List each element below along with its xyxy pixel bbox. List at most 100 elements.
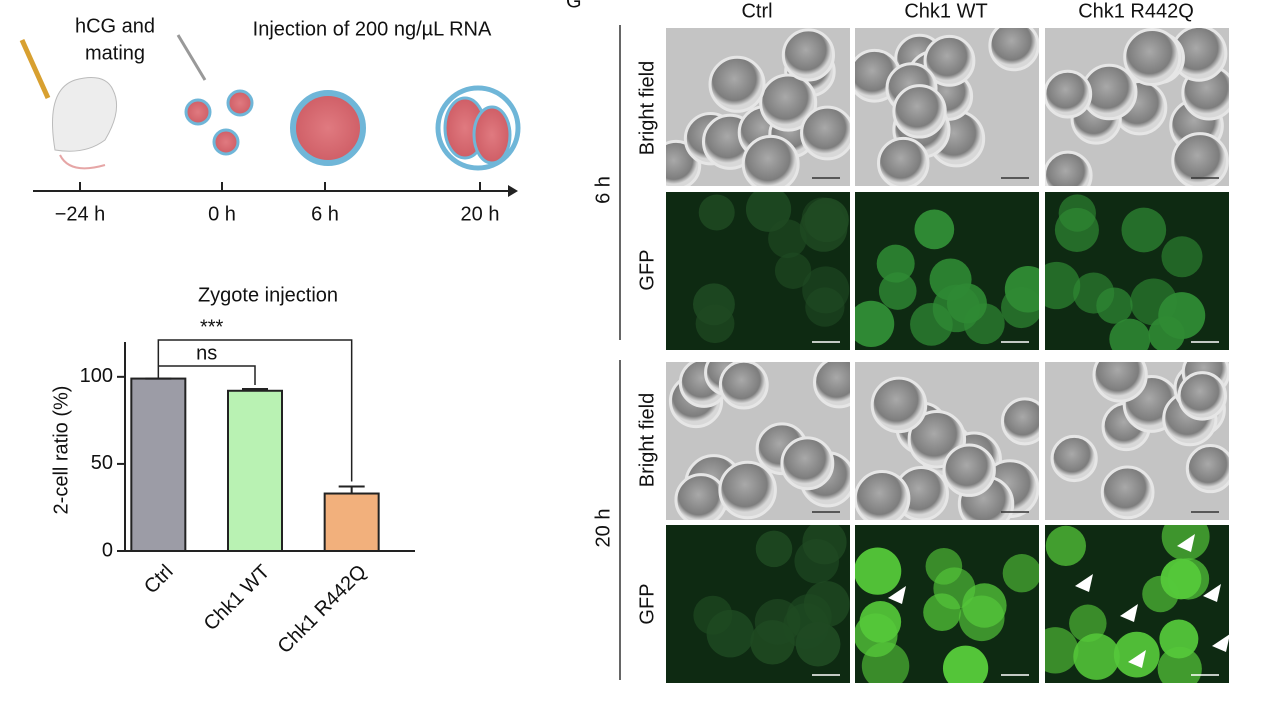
cell bbox=[1002, 554, 1039, 593]
cell bbox=[1109, 318, 1151, 350]
y-axis-label: 2-cell ratio (%) bbox=[50, 386, 72, 515]
cell bbox=[876, 244, 915, 283]
cell bbox=[855, 470, 911, 520]
cell bbox=[1073, 272, 1115, 314]
cell bbox=[1161, 236, 1203, 278]
y-tick-label: 0 bbox=[102, 539, 113, 561]
timepoint-label: 20 h bbox=[592, 509, 614, 548]
timepoint-label: 6 h bbox=[592, 176, 614, 204]
cell bbox=[1004, 266, 1039, 313]
arrowhead bbox=[1203, 584, 1221, 602]
cell bbox=[1073, 633, 1120, 680]
micrograph bbox=[855, 28, 1039, 186]
cell bbox=[1185, 444, 1229, 494]
cell bbox=[774, 252, 812, 289]
cell bbox=[759, 73, 818, 132]
cell bbox=[741, 134, 800, 186]
x-tick-label: Ctrl bbox=[140, 561, 178, 599]
cell bbox=[1045, 627, 1079, 674]
bar-chart: 0 50 100 Ctrl Chk1 WT Chk1 R442Q ns *** bbox=[80, 316, 415, 658]
cell bbox=[1092, 362, 1148, 403]
y-tick-label: 50 bbox=[91, 452, 113, 474]
arrowhead bbox=[1075, 574, 1093, 592]
cell bbox=[1045, 150, 1093, 186]
cell bbox=[693, 595, 733, 635]
cell bbox=[695, 304, 735, 344]
bracket bbox=[157, 339, 353, 482]
timeline-tick: 6 h bbox=[311, 203, 339, 225]
column-label: Ctrl bbox=[741, 0, 772, 22]
channel-label: GFP bbox=[636, 249, 658, 290]
cell bbox=[755, 530, 793, 568]
cell bbox=[708, 55, 766, 113]
cell bbox=[923, 34, 976, 87]
error-bar bbox=[338, 485, 365, 494]
bar bbox=[323, 492, 380, 552]
cell bbox=[914, 209, 955, 250]
channel-label: Bright field bbox=[636, 61, 658, 156]
cell bbox=[855, 547, 902, 595]
cell bbox=[942, 645, 989, 683]
micrograph bbox=[1045, 28, 1229, 186]
arrowhead bbox=[1177, 534, 1195, 552]
timeline-label: mating bbox=[85, 42, 145, 64]
cell bbox=[804, 197, 849, 243]
cell bbox=[1100, 465, 1155, 520]
timeline-label: hCG and bbox=[75, 15, 155, 37]
cell bbox=[1177, 371, 1228, 421]
cell bbox=[745, 192, 792, 232]
cell bbox=[1050, 434, 1098, 483]
timeline-art bbox=[19, 34, 521, 197]
cell bbox=[942, 443, 996, 497]
cell bbox=[988, 28, 1039, 72]
column-label: Chk1 R442Q bbox=[1078, 0, 1194, 22]
cell bbox=[1054, 207, 1099, 252]
cell bbox=[870, 376, 928, 434]
cell bbox=[877, 136, 930, 186]
micrograph bbox=[855, 362, 1039, 520]
cell bbox=[878, 272, 917, 310]
cell bbox=[718, 362, 769, 410]
cell bbox=[780, 436, 835, 491]
cell bbox=[1045, 69, 1093, 119]
timeline-tick: −24 h bbox=[55, 203, 106, 225]
cell bbox=[1123, 28, 1182, 87]
cell bbox=[855, 300, 895, 348]
cell bbox=[933, 567, 976, 610]
cell bbox=[1121, 207, 1167, 253]
cell bbox=[794, 538, 840, 584]
micrograph bbox=[666, 525, 850, 683]
cell bbox=[718, 460, 777, 520]
cell bbox=[929, 258, 972, 301]
cell bbox=[795, 621, 841, 667]
cell bbox=[1113, 631, 1160, 678]
cell bbox=[813, 362, 850, 409]
annotation: ns bbox=[196, 342, 217, 364]
micrograph bbox=[855, 525, 1039, 683]
micrograph bbox=[1045, 525, 1229, 683]
error-bar bbox=[242, 388, 268, 391]
arrowhead bbox=[1212, 634, 1229, 652]
cell bbox=[1045, 261, 1081, 310]
cell bbox=[1171, 132, 1229, 186]
chart-title: Zygote injection bbox=[198, 284, 338, 306]
bar bbox=[227, 389, 283, 552]
cell bbox=[1069, 604, 1107, 643]
annotation: *** bbox=[200, 316, 224, 338]
micrograph bbox=[1045, 192, 1229, 350]
syringe bbox=[19, 38, 51, 100]
mouse bbox=[52, 77, 118, 152]
bar bbox=[130, 377, 187, 553]
arrowhead bbox=[1128, 650, 1146, 668]
cell bbox=[800, 105, 850, 161]
channel-label: Bright field bbox=[636, 393, 658, 488]
timeline-label: Injection of 200 ng/µL RNA bbox=[253, 18, 492, 40]
x-tick-label: Chk1 R442Q bbox=[274, 561, 371, 658]
arrowhead bbox=[888, 586, 906, 604]
cell bbox=[1130, 278, 1177, 326]
cell bbox=[855, 613, 898, 658]
channel-label: GFP bbox=[636, 583, 658, 624]
x-tick-label: Chk1 WT bbox=[200, 561, 274, 635]
bracket bbox=[158, 365, 256, 386]
